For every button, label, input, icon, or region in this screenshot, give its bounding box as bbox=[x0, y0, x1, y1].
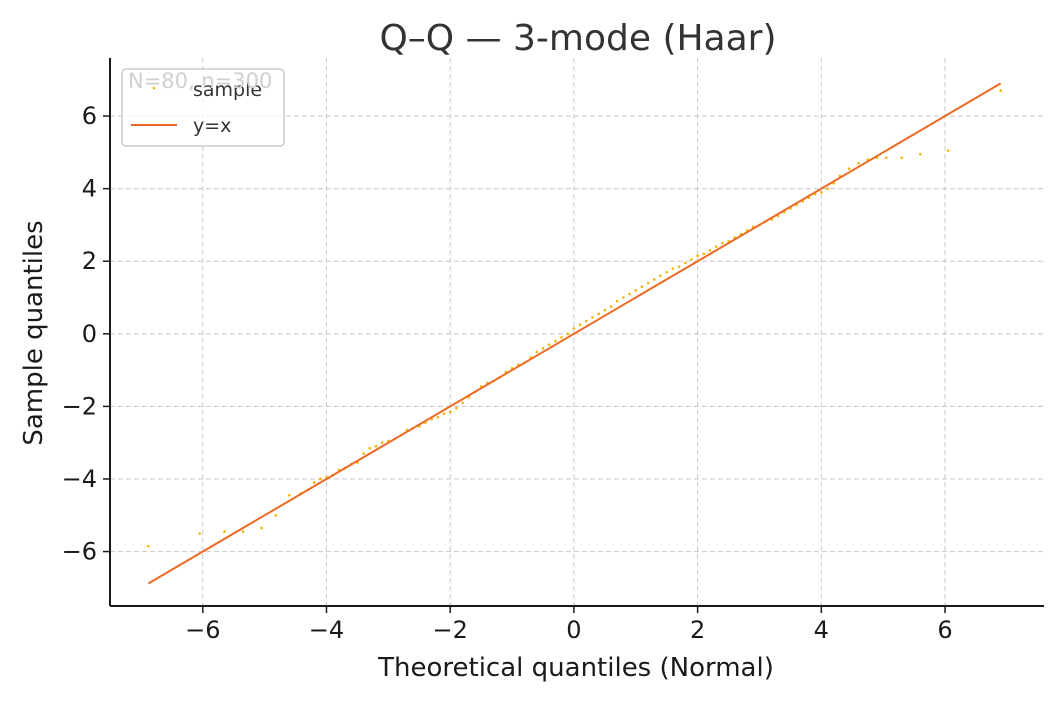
sample-point bbox=[615, 299, 619, 303]
sample-point bbox=[721, 241, 724, 245]
sample-point bbox=[547, 343, 551, 347]
legend-sample-label: sample bbox=[193, 79, 262, 101]
sample-point bbox=[826, 187, 829, 190]
legend-sample-marker bbox=[152, 86, 156, 90]
sample-point bbox=[288, 494, 291, 497]
annotation-text: N=80, n=300 bbox=[128, 69, 272, 93]
grid bbox=[110, 58, 1044, 606]
sample-point bbox=[640, 285, 644, 288]
legend-box bbox=[121, 68, 285, 147]
sample-point bbox=[884, 156, 888, 160]
sample-point bbox=[646, 281, 650, 285]
sample-point bbox=[671, 267, 675, 270]
sample-point bbox=[368, 446, 372, 450]
sample-point bbox=[634, 288, 638, 292]
sample-point bbox=[274, 513, 278, 517]
reference-line-group bbox=[147, 82, 1002, 585]
sample-point bbox=[554, 339, 557, 343]
x-tick-label: 0 bbox=[566, 616, 581, 644]
sample-point bbox=[319, 477, 322, 481]
sample-point bbox=[455, 406, 458, 410]
y-tick-label: −4 bbox=[62, 465, 97, 493]
legend-line-label: y=x bbox=[193, 115, 231, 137]
x-tick-label: 6 bbox=[937, 616, 952, 644]
sample-point bbox=[442, 412, 446, 415]
sample-point bbox=[374, 445, 378, 448]
sample-point bbox=[820, 190, 823, 194]
sample-point bbox=[714, 245, 718, 249]
y-tick-label: 0 bbox=[82, 320, 97, 348]
sample-point bbox=[584, 319, 588, 323]
sample-point bbox=[683, 261, 687, 265]
x-tick-label: −6 bbox=[185, 616, 220, 644]
sample-point bbox=[147, 544, 150, 548]
sample-point bbox=[541, 347, 545, 350]
sample-point bbox=[198, 532, 201, 535]
sample-point bbox=[362, 452, 365, 455]
sample-point bbox=[847, 167, 851, 170]
y-tick-label: 6 bbox=[82, 102, 97, 130]
x-tick-label: 2 bbox=[690, 616, 705, 644]
sample-point bbox=[677, 265, 681, 268]
sample-point bbox=[223, 530, 226, 533]
sample-point bbox=[603, 308, 607, 312]
x-tick-label: −2 bbox=[433, 616, 468, 644]
x-tick-label: 4 bbox=[814, 616, 829, 644]
sample-point bbox=[560, 336, 563, 339]
y-tick-label: 4 bbox=[82, 175, 97, 203]
sample-point bbox=[535, 350, 539, 354]
sample-point bbox=[609, 305, 613, 308]
sample-point bbox=[628, 292, 631, 296]
sample-point bbox=[665, 270, 668, 274]
reference-line bbox=[147, 82, 1002, 585]
sample-point bbox=[708, 249, 712, 252]
x-tick-label: −4 bbox=[309, 616, 344, 644]
y-axis-title: Sample quantiles bbox=[19, 220, 49, 445]
axes bbox=[109, 58, 1044, 607]
sample-point bbox=[436, 415, 440, 419]
sample-point bbox=[622, 296, 625, 299]
sample-point bbox=[448, 410, 452, 414]
sample-point bbox=[653, 278, 656, 281]
y-tick-label: −2 bbox=[62, 392, 97, 420]
legend: sample y=x bbox=[121, 68, 285, 147]
sample-point bbox=[946, 149, 950, 152]
sample-point bbox=[696, 254, 699, 258]
sample-point bbox=[461, 401, 464, 405]
sample-point bbox=[578, 323, 582, 327]
sample-point bbox=[918, 152, 922, 156]
sample-point bbox=[566, 332, 570, 336]
sample-point bbox=[312, 481, 316, 484]
x-axis-title: Theoretical quantiles (Normal) bbox=[377, 653, 774, 683]
sample-point bbox=[857, 161, 860, 165]
sample-point bbox=[900, 156, 904, 160]
chart-title: Q–Q — 3-mode (Haar) bbox=[379, 18, 776, 59]
sample-point bbox=[659, 274, 662, 278]
sample-point bbox=[591, 316, 594, 319]
ticks: −6 −4 −2 0 2 4 6 −6 −4 −2 0 2 4 6 bbox=[62, 102, 953, 644]
y-tick-label: 2 bbox=[82, 247, 97, 275]
y-tick-label: −6 bbox=[62, 538, 97, 566]
sample-point bbox=[597, 312, 600, 316]
sample-point bbox=[702, 252, 706, 256]
sample-point bbox=[572, 327, 576, 330]
sample-point bbox=[690, 258, 693, 261]
sample-point bbox=[999, 89, 1003, 92]
sample-point bbox=[241, 530, 245, 533]
sample-point bbox=[260, 526, 263, 530]
sample-point bbox=[380, 441, 384, 444]
